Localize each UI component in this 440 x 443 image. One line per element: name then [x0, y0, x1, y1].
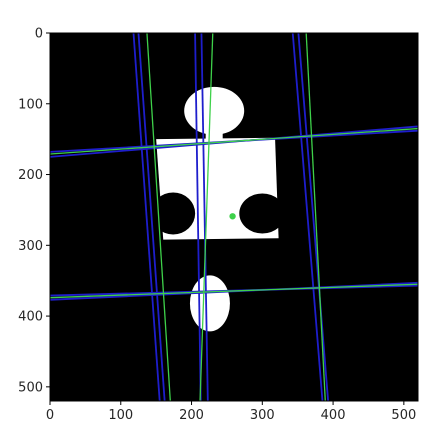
- blue-line: [194, 33, 202, 401]
- x-tick-label: 500: [391, 408, 416, 423]
- y-tick-label: 200: [18, 168, 43, 183]
- axes-frame: [49, 32, 419, 402]
- blue-line: [297, 33, 330, 401]
- center-point: [229, 213, 236, 220]
- green-line: [50, 127, 418, 155]
- blue-line: [137, 33, 166, 401]
- piece-top-neck: [205, 117, 223, 144]
- x-tick-label: 300: [250, 408, 275, 423]
- x-tick-label: 0: [46, 408, 54, 423]
- piece-right-socket: [239, 193, 286, 234]
- y-axis-ticks: 0 100 200 300 400 500: [18, 27, 50, 395]
- green-line: [305, 33, 326, 401]
- piece-left-socket: [151, 192, 196, 235]
- green-line: [146, 33, 171, 401]
- y-tick-label: 500: [18, 380, 43, 395]
- y-tick-label: 300: [18, 239, 43, 254]
- green-line: [199, 33, 214, 401]
- center-points-layer: [229, 213, 236, 220]
- x-tick-label: 100: [108, 408, 133, 423]
- blue-line: [200, 33, 209, 401]
- blue-line: [132, 33, 161, 401]
- y-tick-label: 100: [18, 97, 43, 112]
- piece-bottom-knob: [189, 275, 230, 332]
- green-line: [50, 283, 418, 299]
- piece-top-knob: [184, 86, 245, 135]
- x-tick-label: 400: [321, 408, 346, 423]
- blue-line: [291, 33, 324, 401]
- puzzle-piece-layer: [151, 86, 286, 332]
- y-tick-label: 400: [18, 310, 43, 325]
- x-tick-label: 200: [179, 408, 204, 423]
- y-tick-label: 0: [35, 27, 43, 42]
- detected-lines-layer: [50, 33, 418, 401]
- x-axis-ticks: 0 100 200 300 400 500: [46, 401, 416, 423]
